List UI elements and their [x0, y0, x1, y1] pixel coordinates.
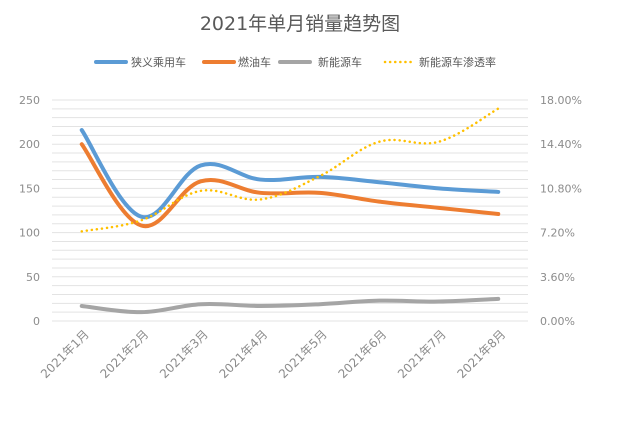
right-tick-label: 10.80% — [540, 182, 582, 195]
x-tick-label: 2021年1月 — [38, 327, 92, 381]
series-line-2 — [79, 296, 501, 315]
right-tick-label: 0.00% — [540, 315, 575, 328]
legend: 狭义乘用车 燃油车 新能源车 新能源车渗透率 — [94, 55, 496, 69]
left-tick-label: 50 — [26, 271, 40, 284]
legend-label: 新能源车 — [318, 55, 362, 69]
x-tick-label: 2021年4月 — [216, 327, 270, 381]
series-line-1 — [79, 142, 501, 229]
right-tick-label: 7.20% — [540, 227, 575, 240]
legend-label: 狭义乘用车 — [131, 55, 186, 69]
legend-label: 燃油车 — [238, 55, 271, 69]
right-tick-label: 18.00% — [540, 94, 582, 107]
x-tick-label: 2021年6月 — [335, 327, 389, 381]
left-tick-label: 250 — [19, 94, 40, 107]
x-tick-label: 2021年8月 — [454, 327, 508, 381]
left-tick-label: 150 — [19, 182, 40, 195]
left-tick-label: 0 — [33, 315, 40, 328]
x-tick-label: 2021年3月 — [157, 327, 211, 381]
left-tick-label: 200 — [19, 138, 40, 151]
x-tick-label: 2021年2月 — [97, 327, 151, 381]
chart-title: 2021年单月销量趋势图 — [200, 13, 400, 35]
series-line-3 — [80, 107, 500, 233]
x-tick-label: 2021年7月 — [395, 327, 449, 381]
series-lines — [79, 107, 501, 315]
right-tick-label: 14.40% — [540, 138, 582, 151]
right-axis-ticks: 0.00% 3.60% 7.20% 10.80% 14.40% 18.00% — [540, 94, 582, 328]
right-tick-label: 3.60% — [540, 271, 575, 284]
series-line-0 — [79, 128, 501, 219]
left-tick-label: 100 — [19, 227, 40, 240]
x-axis-ticks: 2021年1月 2021年2月 2021年3月 2021年4月 2021年5月 2021年… — [38, 327, 508, 381]
left-axis-ticks: 0 50 100 150 200 250 — [19, 94, 40, 328]
x-tick-label: 2021年5月 — [276, 327, 330, 381]
legend-label: 新能源车渗透率 — [419, 55, 496, 69]
